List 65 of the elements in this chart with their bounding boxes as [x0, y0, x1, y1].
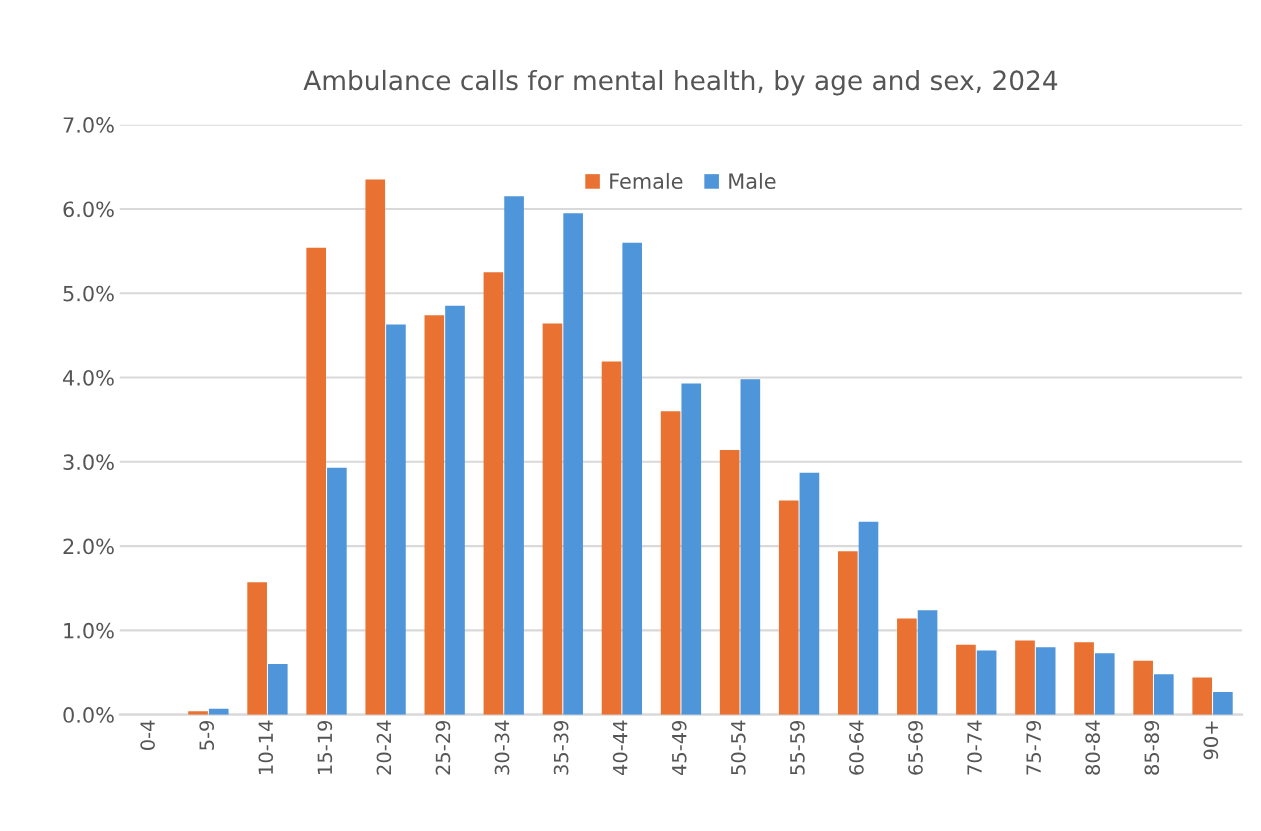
bar: [504, 196, 524, 715]
y-tick-label: 6.0%: [63, 201, 114, 218]
bar: [1035, 647, 1056, 715]
y-tick-label: 0.0%: [63, 707, 114, 723]
bar: [247, 582, 267, 715]
bar: [858, 521, 879, 715]
bar: [365, 179, 386, 715]
x-tick-label: 55-59: [790, 720, 805, 775]
y-tick-label: 7.0%: [63, 117, 114, 133]
x-tick-label: 35-39: [553, 720, 569, 775]
bar: [1154, 674, 1174, 715]
x-tick-label: 45-49: [671, 720, 687, 776]
x-tick-label: 20-24: [376, 720, 392, 775]
bar: [306, 247, 327, 715]
bar: [563, 213, 583, 715]
bar: [837, 551, 858, 715]
chart-title: Ambulance calls for mental health, by age and sex, 2024: [303, 69, 1058, 96]
bar: [799, 472, 820, 715]
bar: [1074, 642, 1094, 715]
bar: [1094, 653, 1115, 715]
x-tick-label: 90+: [1203, 721, 1219, 760]
bar: [1192, 677, 1213, 715]
bar: [660, 411, 681, 715]
bar: [424, 315, 445, 715]
bar: [1213, 691, 1233, 715]
legend-label: Female: [610, 172, 683, 190]
bar: [740, 379, 761, 715]
legend-label: Male: [729, 172, 776, 190]
x-tick-label: 50-54: [730, 720, 746, 775]
bar: [897, 618, 917, 715]
x-tick-label: 85-89: [1144, 720, 1160, 775]
bar: [542, 323, 563, 715]
y-tick-label: 4.0%: [63, 369, 114, 386]
bar: [188, 711, 208, 715]
x-tick-label: 0-4: [140, 720, 155, 750]
x-tick-label: 30-34: [494, 720, 510, 775]
bar: [956, 644, 976, 715]
y-tick-label: 2.0%: [63, 538, 114, 555]
bar: [1133, 660, 1153, 715]
y-tick-label: 3.0%: [63, 454, 114, 471]
x-tick-label: 60-64: [849, 720, 864, 775]
x-tick-label: 25-29: [435, 720, 451, 775]
bar: [601, 361, 622, 715]
bar: [327, 467, 347, 715]
bar: [778, 500, 799, 715]
x-tick-label: 5-9: [199, 720, 215, 750]
y-tick-label: 5.0%: [63, 285, 114, 302]
x-tick-label: 80-84: [1085, 720, 1101, 775]
bar: [267, 664, 288, 715]
x-tick-label: 65-69: [908, 720, 923, 775]
x-tick-label: 10-14: [258, 720, 274, 774]
x-tick-label: 75-79: [1026, 720, 1041, 775]
x-tick-label: 40-44: [612, 720, 628, 776]
bar: [681, 383, 702, 715]
bar: [917, 610, 938, 715]
bar: [976, 650, 997, 715]
x-tick-label: 70-74: [967, 720, 982, 775]
bar: [1015, 640, 1035, 715]
x-tick-label: 15-19: [317, 720, 333, 774]
y-tick-label: 1.0%: [64, 622, 114, 639]
bar: [622, 242, 643, 715]
bar: [483, 272, 504, 715]
bar: [386, 324, 406, 715]
bar: [445, 305, 465, 715]
bar: [719, 450, 740, 715]
